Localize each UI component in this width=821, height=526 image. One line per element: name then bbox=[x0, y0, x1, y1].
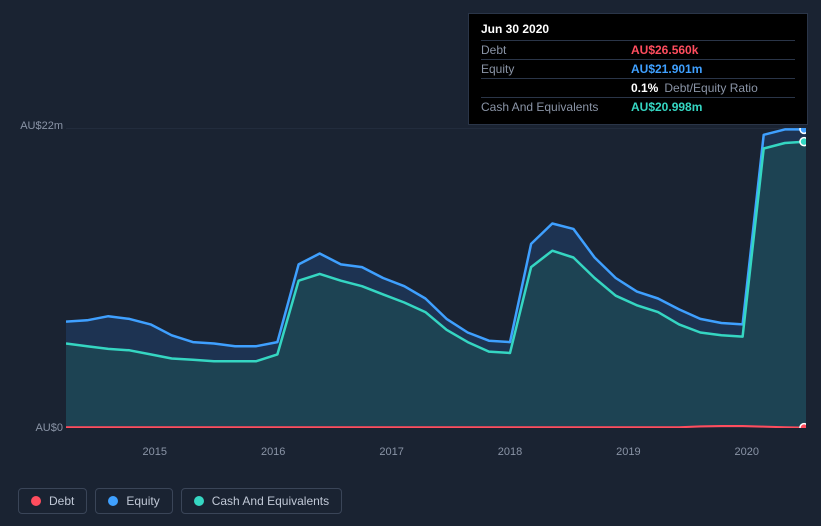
tooltip-row: DebtAU$26.560k bbox=[481, 40, 795, 59]
tooltip-row: 0.1% Debt/Equity Ratio bbox=[481, 78, 795, 97]
series-end-marker bbox=[800, 138, 806, 146]
tooltip-value: 0.1% bbox=[631, 81, 658, 95]
financial-area-chart: AU$22m AU$0 201520162017201820192020 bbox=[18, 120, 808, 450]
x-axis-tick-label: 2017 bbox=[379, 446, 403, 458]
plot-area bbox=[66, 128, 806, 428]
series-end-marker bbox=[800, 424, 806, 428]
x-axis-tick-label: 2019 bbox=[616, 446, 640, 458]
series-end-marker bbox=[800, 128, 806, 133]
chart-legend: Debt Equity Cash And Equivalents bbox=[18, 488, 342, 514]
tooltip-value: AU$21.901m bbox=[631, 62, 702, 76]
tooltip-extra: Debt/Equity Ratio bbox=[664, 81, 757, 95]
series-fill-cash-and-equivalents bbox=[66, 142, 806, 428]
tooltip-date: Jun 30 2020 bbox=[481, 22, 795, 36]
tooltip-value: AU$26.560k bbox=[631, 43, 698, 57]
y-axis-label-top: AU$22m bbox=[18, 120, 63, 132]
y-axis-label-bottom: AU$0 bbox=[18, 422, 63, 434]
legend-item-equity[interactable]: Equity bbox=[95, 488, 172, 514]
legend-dot-icon bbox=[194, 496, 204, 506]
tooltip-row: EquityAU$21.901m bbox=[481, 59, 795, 78]
tooltip-value: AU$20.998m bbox=[631, 100, 702, 114]
legend-dot-icon bbox=[108, 496, 118, 506]
x-axis-tick-label: 2015 bbox=[143, 446, 167, 458]
tooltip-label: Debt bbox=[481, 43, 631, 57]
chart-tooltip: Jun 30 2020 DebtAU$26.560kEquityAU$21.90… bbox=[468, 13, 808, 125]
legend-dot-icon bbox=[31, 496, 41, 506]
x-axis-tick-label: 2018 bbox=[498, 446, 522, 458]
tooltip-row: Cash And EquivalentsAU$20.998m bbox=[481, 97, 795, 116]
legend-label: Equity bbox=[126, 494, 159, 508]
legend-item-debt[interactable]: Debt bbox=[18, 488, 87, 514]
legend-label: Cash And Equivalents bbox=[212, 494, 329, 508]
tooltip-label bbox=[481, 81, 631, 95]
x-axis-tick-label: 2020 bbox=[735, 446, 759, 458]
tooltip-label: Equity bbox=[481, 62, 631, 76]
x-axis-tick-label: 2016 bbox=[261, 446, 285, 458]
tooltip-label: Cash And Equivalents bbox=[481, 100, 631, 114]
legend-item-cash-and-equivalents[interactable]: Cash And Equivalents bbox=[181, 488, 342, 514]
legend-label: Debt bbox=[49, 494, 74, 508]
